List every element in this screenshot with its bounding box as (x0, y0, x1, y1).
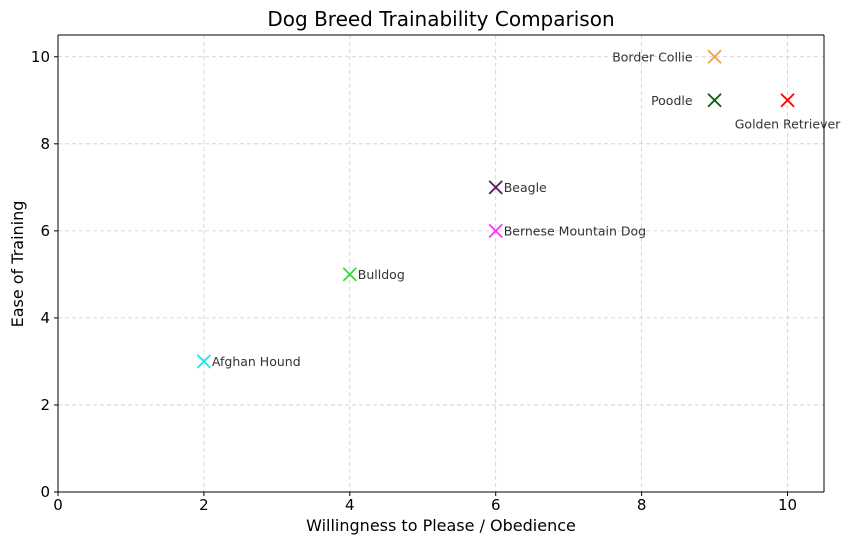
x-tick-label: 2 (199, 496, 209, 514)
x-tick-label: 6 (491, 496, 501, 514)
marker-stroke (488, 223, 503, 238)
point-label: Golden Retriever (735, 116, 841, 131)
y-tick-label: 2 (40, 396, 50, 414)
chart-title: Dog Breed Trainability Comparison (267, 7, 614, 31)
axes (54, 34, 825, 496)
marker-stroke (707, 49, 722, 64)
marker-stroke (196, 354, 212, 369)
tick-labels: 0 2 4 6 8 10 0 2 4 6 8 10 (31, 48, 797, 514)
marker-stroke (488, 180, 503, 195)
data-point-marker (488, 180, 503, 195)
point-label: Poodle (651, 93, 693, 108)
point-label: Beagle (504, 180, 547, 195)
point-label: Border Collie (612, 49, 693, 64)
point-label: Bulldog (358, 267, 405, 282)
data-point-marker (488, 223, 503, 238)
y-tick-label: 6 (40, 222, 50, 240)
data-point-marker (342, 267, 357, 282)
marker-stroke (342, 267, 357, 282)
y-tick-label: 4 (40, 309, 50, 327)
grid-lines (57, 35, 824, 493)
data-points (196, 49, 795, 369)
x-tick-label: 4 (345, 496, 355, 514)
x-tick-label: 8 (637, 496, 647, 514)
y-tick-label: 0 (40, 483, 50, 501)
data-point-marker (196, 354, 212, 369)
data-point-marker (780, 93, 795, 108)
y-tick-label: 8 (40, 135, 50, 153)
data-point-marker (707, 93, 722, 108)
point-labels: Border Collie Poodle Golden Retriever Beagl… (212, 49, 841, 369)
y-tick-label: 10 (31, 48, 50, 66)
x-tick-label: 0 (53, 496, 63, 514)
marker-stroke (707, 93, 722, 108)
marker-stroke (780, 93, 795, 108)
x-axis-label: Willingness to Please / Obedience (306, 516, 576, 535)
data-point-marker (707, 49, 722, 64)
point-label: Afghan Hound (212, 354, 301, 369)
point-label: Bernese Mountain Dog (504, 223, 646, 238)
x-tick-label: 10 (778, 496, 797, 514)
y-axis-label: Ease of Training (8, 201, 27, 328)
